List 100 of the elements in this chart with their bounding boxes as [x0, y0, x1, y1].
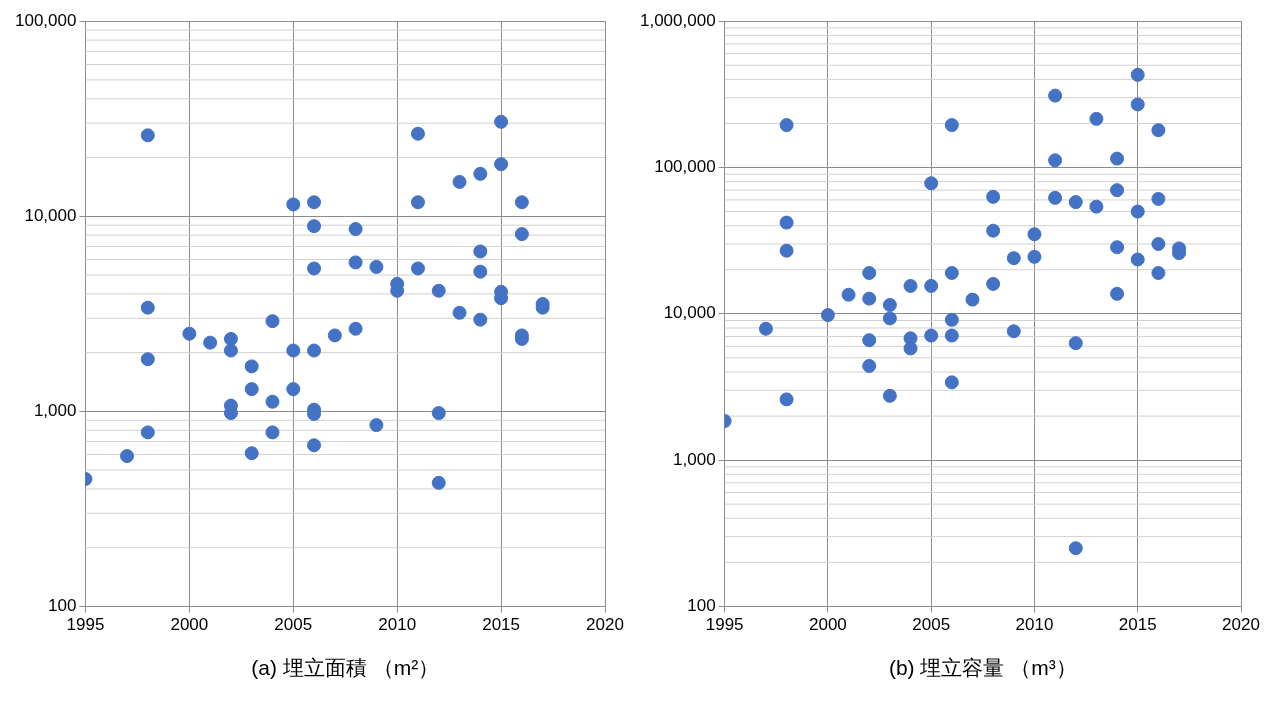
point	[265, 425, 280, 440]
point	[841, 287, 856, 302]
x-axis-title: (a) 埋立面積 （m²）	[251, 656, 440, 680]
point	[307, 219, 322, 234]
point	[286, 197, 301, 212]
point	[1151, 266, 1166, 281]
point	[1089, 111, 1104, 126]
point	[265, 314, 280, 329]
point	[779, 215, 794, 230]
point	[244, 446, 259, 461]
point	[431, 475, 446, 490]
point	[307, 261, 322, 276]
point	[307, 438, 322, 453]
point	[473, 312, 488, 327]
point	[431, 283, 446, 298]
x-tick-label: 1995	[66, 615, 105, 635]
x-tick-label: 2020	[586, 615, 624, 635]
point	[882, 388, 897, 403]
point	[120, 449, 135, 464]
x-tick-label: 2020	[1222, 615, 1260, 635]
y-tick-label: 1,000,000	[639, 10, 716, 30]
point	[944, 375, 959, 390]
point	[140, 352, 155, 367]
y-tick-label: 1,000	[33, 401, 77, 421]
point	[924, 176, 939, 191]
x-tick-label: 2000	[170, 615, 209, 635]
point	[348, 222, 363, 237]
point	[1151, 123, 1166, 138]
point	[779, 243, 794, 258]
x-tick-label: 2000	[808, 615, 847, 635]
point	[944, 328, 959, 343]
x-tick-label: 2005	[912, 615, 951, 635]
point	[820, 308, 835, 323]
point	[986, 276, 1001, 291]
point	[410, 261, 425, 276]
point	[431, 406, 446, 421]
point	[223, 343, 238, 358]
point	[1048, 88, 1063, 103]
x-tick-label: 2005	[274, 615, 313, 635]
point	[1110, 183, 1125, 198]
point	[924, 278, 939, 293]
y-tick-label: 1,000	[673, 449, 716, 469]
point	[1068, 195, 1083, 210]
point	[473, 244, 488, 259]
point	[1151, 191, 1166, 206]
y-tick-label: 100	[48, 596, 77, 616]
point	[1151, 237, 1166, 251]
point	[1048, 190, 1063, 205]
point	[223, 331, 238, 346]
point	[1089, 199, 1104, 214]
point	[1130, 97, 1145, 112]
point	[903, 278, 918, 293]
point	[244, 382, 259, 397]
point	[862, 333, 877, 348]
point	[514, 227, 529, 242]
point	[348, 255, 363, 270]
point	[244, 359, 259, 374]
point	[986, 189, 1001, 204]
point	[862, 266, 877, 281]
point	[182, 326, 197, 341]
point	[410, 126, 425, 141]
point	[494, 157, 509, 172]
point	[473, 166, 488, 181]
point	[307, 195, 322, 210]
point	[494, 114, 509, 129]
point	[452, 174, 467, 189]
point	[944, 266, 959, 281]
point	[1027, 227, 1042, 242]
point	[514, 195, 529, 210]
point	[140, 425, 155, 440]
point	[140, 300, 155, 315]
point	[862, 291, 877, 306]
y-tick-label: 100	[687, 596, 716, 616]
point	[758, 321, 773, 336]
y-tick-label: 10,000	[24, 205, 77, 225]
x-axis-title: (b) 埋立容量 （m³）	[888, 656, 1077, 680]
point	[410, 195, 425, 210]
point	[348, 321, 363, 336]
point	[924, 328, 939, 343]
x-tick-label: 2015	[1118, 615, 1157, 635]
point	[1006, 324, 1021, 339]
y-tick-label: 10,000	[663, 303, 716, 323]
point	[1130, 204, 1145, 219]
point	[1068, 541, 1083, 556]
x-tick-label: 2010	[378, 615, 417, 635]
point	[1048, 153, 1063, 168]
point	[903, 341, 918, 356]
point	[779, 118, 794, 133]
point	[1130, 252, 1145, 267]
y-tick-label: 100,000	[15, 10, 77, 30]
point	[307, 343, 322, 358]
point	[882, 311, 897, 326]
point	[286, 343, 301, 358]
point	[452, 305, 467, 320]
point	[779, 392, 794, 407]
point	[327, 328, 342, 343]
point	[965, 292, 980, 307]
x-tick-label: 1995	[705, 615, 744, 635]
point	[882, 297, 897, 312]
point	[944, 118, 959, 133]
